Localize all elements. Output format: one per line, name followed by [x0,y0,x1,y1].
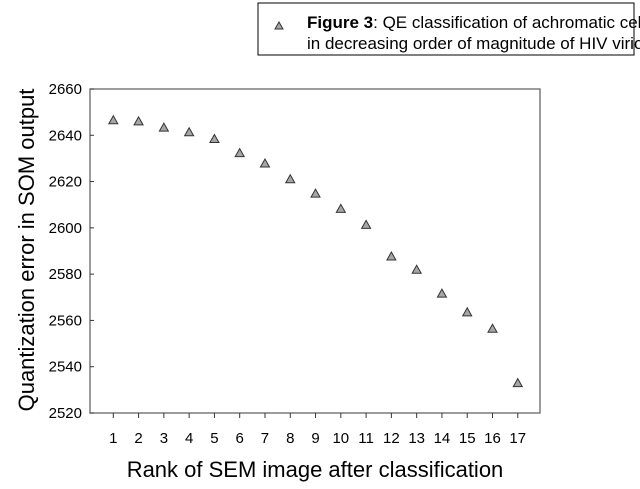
data-point [209,133,220,143]
data-point [461,306,473,317]
data-point [259,158,271,168]
y-tick-label: 2600 [49,220,82,237]
legend-label-line1: Figure 3: QE classification of achromati… [307,13,640,32]
x-tick-label: 15 [459,430,476,447]
x-tick-label: 17 [509,430,526,447]
data-point [158,122,170,132]
legend-box [257,2,635,56]
data-point [335,203,347,213]
x-tick-label: 10 [332,430,349,447]
x-axis-label: Rank of SEM image after classification [127,457,504,482]
y-tick-label: 2620 [49,174,82,191]
legend: Figure 3: QE classification of achromati… [257,2,640,56]
x-tick-label: 6 [236,430,244,447]
y-tick-label: 2540 [49,359,82,376]
data-point [107,114,119,125]
data-point [386,251,397,261]
data-point [360,219,372,229]
y-tick-label: 2520 [49,405,82,422]
plot-area [89,88,541,414]
data-point [183,126,195,137]
x-tick-label: 11 [358,430,374,447]
y-tick-label: 2660 [49,81,82,98]
x-tick-label: 13 [408,430,425,447]
x-tick-label: 12 [383,430,400,447]
x-tick-label: 14 [434,430,451,447]
x-tick-label: 5 [210,430,218,447]
y-tick-label: 2640 [49,127,82,144]
data-point [310,188,321,198]
data-point [436,288,448,298]
y-tick-label: 2580 [49,266,82,283]
x-tick-label: 4 [185,430,193,447]
x-tick-label: 3 [160,430,168,447]
data-point [411,264,423,274]
x-tick-label: 8 [286,430,294,447]
x-tick-label: 7 [261,430,269,447]
legend-label-line2: in decreasing order of magnitude of HIV … [307,34,640,53]
data-point [487,323,498,333]
data-point [284,173,296,184]
x-tick-label: 9 [311,430,319,447]
legend-marker-triangle-icon [274,20,284,30]
x-tick-label: 16 [484,430,501,447]
data-point [234,147,246,158]
data-point [133,115,144,126]
y-tick-label: 2560 [49,312,82,329]
data-point [512,377,524,388]
x-tick-label: 2 [134,430,142,447]
x-tick-label: 1 [109,430,117,447]
y-axis-label: Quantization error in SOM output [14,89,39,412]
